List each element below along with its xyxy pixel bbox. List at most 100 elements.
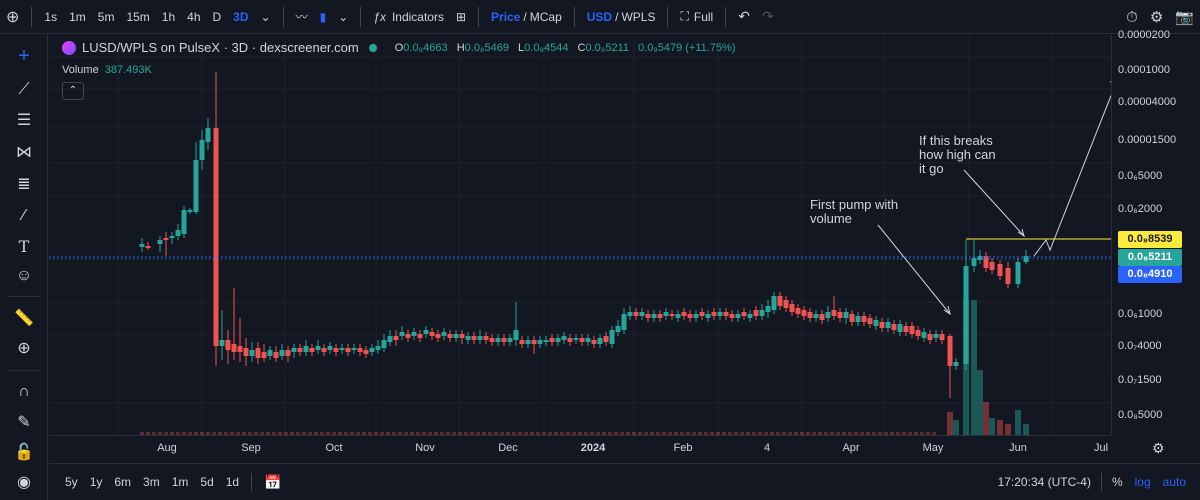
- indicators-button[interactable]: ƒx Indicators: [367, 0, 450, 34]
- range-1d[interactable]: 1d: [225, 475, 240, 489]
- lock-drawing-icon[interactable]: ✎: [17, 414, 31, 431]
- crosshair-icon[interactable]: +: [18, 44, 30, 67]
- time-scale[interactable]: [49, 435, 1111, 463]
- interval-5m[interactable]: 5m: [97, 9, 115, 24]
- time-tick: Feb: [673, 442, 693, 454]
- indicators-label: Indicators: [391, 9, 444, 24]
- candle-body: [765, 306, 771, 312]
- volume-bar: [989, 418, 995, 435]
- candle-body: [249, 350, 255, 356]
- text-tool-icon[interactable]: T: [18, 236, 30, 256]
- crosshair-price-tag: 0.0₈4910: [1118, 266, 1182, 283]
- range-1y[interactable]: 1y: [89, 475, 103, 489]
- interval-1h[interactable]: 1h: [161, 9, 176, 24]
- volume-bar: [692, 432, 696, 435]
- volume-bar: [554, 432, 558, 435]
- camera-icon[interactable]: 📷: [1175, 9, 1194, 26]
- volume-bar: [158, 432, 162, 435]
- alert-clock-icon[interactable]: ⏱: [1126, 8, 1138, 26]
- interval-3d[interactable]: 3D: [233, 9, 249, 24]
- l-label: L: [518, 41, 525, 54]
- log-toggle[interactable]: log: [1134, 475, 1151, 489]
- range-3m[interactable]: 3m: [143, 475, 160, 489]
- add-symbol-icon[interactable]: ⊕: [6, 8, 20, 26]
- candle-body: [181, 210, 187, 234]
- volume-bar: [218, 432, 222, 435]
- line-chart-icon[interactable]: 〰: [295, 10, 308, 24]
- auto-toggle[interactable]: auto: [1162, 475, 1186, 489]
- volume-bar: [518, 432, 522, 435]
- emoji-icon[interactable]: ☺: [15, 267, 33, 284]
- volume-bar: [326, 432, 330, 435]
- price-mcap-toggle[interactable]: Price / MCap: [485, 0, 568, 34]
- candle-body: [663, 312, 669, 316]
- volume-bar: [332, 432, 336, 435]
- candle-body: [963, 266, 969, 364]
- volume-bar: [963, 300, 969, 435]
- volume-bar: [440, 432, 444, 435]
- volume-bar: [182, 432, 186, 435]
- volume-bar: [254, 432, 258, 435]
- candle-body: [333, 348, 339, 352]
- volume-bar: [947, 412, 953, 435]
- fullscreen-button[interactable]: ⛶ Full: [674, 0, 719, 34]
- eye-icon[interactable]: ◉: [17, 474, 31, 491]
- volume-bar: [878, 432, 882, 435]
- trend-line-icon[interactable]: ⟋: [18, 81, 30, 98]
- redo-icon[interactable]: ↷: [761, 8, 774, 24]
- volume-bar: [890, 432, 894, 435]
- volume-bar: [308, 432, 312, 435]
- interval-1m[interactable]: 1m: [69, 9, 86, 24]
- time-tick: Oct: [325, 442, 343, 454]
- collapse-legend-button[interactable]: ⌃: [62, 82, 84, 100]
- candle-body: [909, 326, 915, 334]
- price-scale-settings-icon[interactable]: ⚙: [1152, 440, 1165, 456]
- range-1m[interactable]: 1m: [171, 475, 189, 489]
- date-range-icon[interactable]: 📅: [264, 473, 282, 490]
- interval-d[interactable]: D: [212, 9, 222, 24]
- annotation-if-breaks[interactable]: If this breaks how high can it go: [919, 133, 996, 176]
- candle-body: [175, 230, 181, 236]
- interval-1s[interactable]: 1s: [44, 9, 58, 24]
- undo-icon[interactable]: ↶: [738, 8, 750, 24]
- zoom-icon[interactable]: ⊕: [17, 340, 31, 357]
- volume-bar: [584, 432, 588, 435]
- layout-grid-icon[interactable]: ⊞: [455, 9, 467, 24]
- o-label: O: [394, 41, 404, 54]
- interval-4h[interactable]: 4h: [187, 9, 201, 24]
- range-5d[interactable]: 5d: [200, 475, 214, 489]
- chart-pane[interactable]: [49, 35, 1111, 435]
- volume-bar: [1023, 424, 1029, 435]
- candle-body: [861, 316, 867, 322]
- horizontal-lines-icon[interactable]: ☰: [16, 112, 32, 129]
- volume-bar: [284, 432, 288, 435]
- brush-icon[interactable]: ⁄: [22, 207, 26, 224]
- gear-icon[interactable]: ⚙: [1149, 9, 1164, 26]
- lock-icon[interactable]: 🔓: [14, 444, 34, 461]
- percent-toggle[interactable]: %: [1111, 475, 1123, 489]
- volume-bar: [704, 432, 708, 435]
- volume-bar: [200, 432, 204, 435]
- volume-bar: [194, 432, 198, 435]
- divider: [573, 6, 575, 27]
- chevron-down-icon[interactable]: ⌄: [260, 9, 271, 24]
- currency-toggle[interactable]: USD / WPLS: [581, 0, 662, 34]
- chevron-down-icon[interactable]: ⌄: [338, 9, 349, 24]
- range-6m[interactable]: 6m: [114, 475, 132, 489]
- fib-icon[interactable]: ≣: [17, 176, 31, 193]
- candle-body: [139, 244, 145, 247]
- clock-time[interactable]: 17:20:34 (UTC-4): [997, 475, 1091, 489]
- ruler-icon[interactable]: 📏: [14, 310, 34, 327]
- candle-chart-icon[interactable]: ▮: [319, 9, 327, 24]
- candle-body: [953, 362, 959, 366]
- magnet-icon[interactable]: ∩: [18, 383, 30, 400]
- volume-bar: [404, 432, 408, 435]
- range-5y[interactable]: 5y: [65, 475, 78, 489]
- time-tick: 4: [763, 442, 771, 454]
- interval-15m[interactable]: 15m: [126, 9, 150, 24]
- volume-bar: [896, 432, 900, 435]
- candle-body: [393, 336, 399, 340]
- annotation-first-pump[interactable]: First pump with volume: [810, 197, 899, 226]
- pitchfork-icon[interactable]: ⋈: [16, 144, 32, 161]
- volume-bar: [806, 432, 810, 435]
